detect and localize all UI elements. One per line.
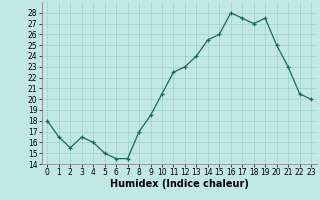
X-axis label: Humidex (Indice chaleur): Humidex (Indice chaleur) <box>110 179 249 189</box>
